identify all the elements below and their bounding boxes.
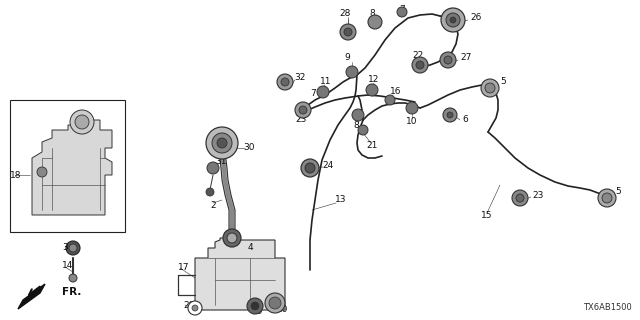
- Circle shape: [251, 302, 259, 310]
- Circle shape: [227, 233, 237, 243]
- Text: 11: 11: [320, 77, 332, 86]
- Text: 6: 6: [462, 116, 468, 124]
- Text: 21: 21: [366, 140, 378, 149]
- Circle shape: [344, 28, 352, 36]
- Circle shape: [443, 108, 457, 122]
- Text: 19: 19: [252, 308, 264, 316]
- Circle shape: [416, 61, 424, 69]
- Circle shape: [485, 83, 495, 93]
- Circle shape: [70, 110, 94, 134]
- Text: 18: 18: [10, 171, 22, 180]
- Text: 5: 5: [500, 77, 506, 86]
- Circle shape: [352, 109, 364, 121]
- Circle shape: [223, 229, 241, 247]
- Circle shape: [295, 102, 311, 118]
- Circle shape: [188, 301, 202, 315]
- Circle shape: [412, 57, 428, 73]
- Circle shape: [277, 74, 293, 90]
- Text: TX6AB1500: TX6AB1500: [583, 303, 632, 312]
- Text: 17: 17: [178, 263, 189, 273]
- Circle shape: [358, 125, 368, 135]
- Circle shape: [207, 162, 219, 174]
- Circle shape: [512, 190, 528, 206]
- Text: 22: 22: [412, 51, 424, 60]
- Text: 27: 27: [460, 52, 472, 61]
- Circle shape: [206, 188, 214, 196]
- Circle shape: [444, 56, 452, 64]
- Circle shape: [66, 241, 80, 255]
- Circle shape: [69, 244, 77, 252]
- Circle shape: [301, 159, 319, 177]
- Text: 2: 2: [210, 201, 216, 210]
- Circle shape: [299, 106, 307, 114]
- Text: 8: 8: [353, 121, 359, 130]
- Polygon shape: [195, 238, 285, 310]
- Circle shape: [397, 7, 407, 17]
- Circle shape: [340, 24, 356, 40]
- Text: 24: 24: [322, 161, 333, 170]
- Text: 13: 13: [335, 196, 346, 204]
- Text: 7: 7: [399, 5, 405, 14]
- Text: 29: 29: [183, 300, 195, 309]
- Circle shape: [447, 112, 453, 118]
- Circle shape: [385, 95, 395, 105]
- Text: 10: 10: [406, 116, 418, 125]
- Bar: [10, 100, 125, 232]
- Circle shape: [598, 189, 616, 207]
- Text: 9: 9: [344, 53, 350, 62]
- Circle shape: [265, 293, 285, 313]
- Text: 31: 31: [215, 157, 227, 166]
- Circle shape: [217, 138, 227, 148]
- Circle shape: [446, 13, 460, 27]
- Circle shape: [450, 17, 456, 23]
- Text: 5: 5: [615, 188, 621, 196]
- Polygon shape: [32, 120, 112, 215]
- Circle shape: [305, 163, 315, 173]
- Text: 28: 28: [339, 10, 351, 19]
- Text: FR.: FR.: [62, 287, 81, 297]
- Circle shape: [317, 86, 329, 98]
- Circle shape: [366, 84, 378, 96]
- Text: 12: 12: [368, 76, 380, 84]
- Text: 30: 30: [243, 143, 255, 153]
- Circle shape: [481, 79, 499, 97]
- Text: 7: 7: [310, 89, 316, 98]
- Circle shape: [37, 167, 47, 177]
- Circle shape: [75, 115, 89, 129]
- Circle shape: [440, 52, 456, 68]
- Circle shape: [212, 133, 232, 153]
- Text: 4: 4: [248, 244, 253, 252]
- Circle shape: [192, 305, 198, 311]
- Circle shape: [368, 15, 382, 29]
- Text: 14: 14: [62, 260, 74, 269]
- Circle shape: [602, 193, 612, 203]
- Circle shape: [516, 194, 524, 202]
- Circle shape: [346, 66, 358, 78]
- Circle shape: [441, 8, 465, 32]
- Text: 23: 23: [532, 190, 543, 199]
- Text: 20: 20: [276, 306, 288, 315]
- Text: 16: 16: [390, 87, 402, 97]
- Text: 8: 8: [369, 10, 375, 19]
- Text: 32: 32: [294, 74, 305, 83]
- Circle shape: [406, 102, 418, 114]
- Circle shape: [269, 297, 281, 309]
- Circle shape: [247, 298, 263, 314]
- Text: 26: 26: [470, 12, 481, 21]
- Circle shape: [281, 78, 289, 86]
- Circle shape: [206, 127, 238, 159]
- Text: 3: 3: [62, 244, 68, 252]
- Circle shape: [69, 274, 77, 282]
- Polygon shape: [18, 284, 45, 309]
- Text: 15: 15: [481, 211, 493, 220]
- Text: 23: 23: [295, 116, 307, 124]
